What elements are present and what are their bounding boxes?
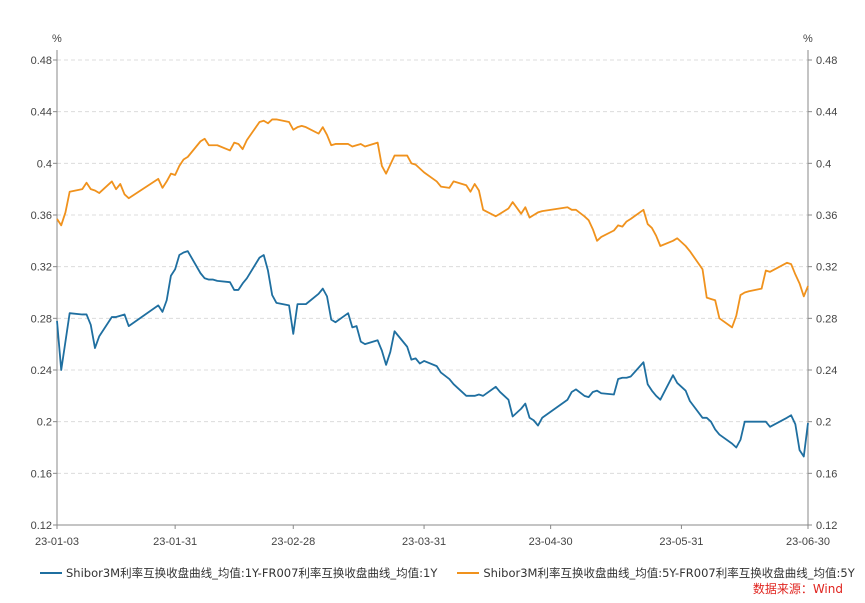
legend-label-1y: Shibor3M利率互换收盘曲线_均值:1Y-FR007利率互换收盘曲线_均值:… [66, 566, 438, 580]
left-y-tick-labels: 0.12 0.16 0.2 0.24 0.28 0.32 0.36 0.4 0.44 0.48 [31, 55, 52, 532]
y-tick-label-left: 0.48 [31, 55, 52, 67]
left-unit-label: % [52, 33, 62, 45]
y-tick-label-left: 0.2 [37, 417, 52, 429]
legend-swatch-5y [457, 572, 480, 574]
gridlines [57, 59, 808, 474]
y-tick-label-right: 0.36 [816, 210, 837, 222]
x-tick-label: 23-05-31 [659, 536, 703, 548]
y-tick-label-right: 0.12 [816, 520, 837, 532]
y-tick-label-left: 0.44 [31, 107, 52, 119]
axes [53, 50, 812, 529]
y-tick-label-right: 0.24 [816, 365, 837, 377]
y-tick-label-right: 0.28 [816, 313, 837, 325]
legend-item-1y[interactable]: Shibor3M利率互换收盘曲线_均值:1Y-FR007利率互换收盘曲线_均值:… [40, 565, 437, 581]
y-tick-label-left: 0.12 [31, 520, 52, 532]
y-tick-label-right: 0.4 [816, 158, 831, 170]
x-tick-label: 23-02-28 [271, 536, 315, 548]
right-unit-label: % [803, 33, 813, 45]
y-tick-label-left: 0.36 [31, 210, 52, 222]
y-tick-label-left: 0.32 [31, 262, 52, 274]
x-tick-labels: 23-01-03 23-01-31 23-02-28 23-03-31 23-04-30… [35, 536, 830, 548]
legend-swatch-1y [40, 572, 62, 574]
x-tick-label: 23-01-31 [153, 536, 197, 548]
series-line-5y [56, 118, 809, 329]
y-tick-label-right: 0.32 [816, 262, 837, 274]
y-tick-label-left: 0.4 [37, 158, 52, 170]
y-tick-label-right: 0.16 [816, 468, 837, 480]
series-line-1y [56, 250, 809, 458]
y-tick-label-right: 0.44 [816, 107, 837, 119]
x-tick-label: 23-04-30 [529, 536, 573, 548]
legend: Shibor3M利率互换收盘曲线_均值:1Y-FR007利率互换收盘曲线_均值:… [40, 564, 865, 582]
x-tick-label: 23-01-03 [35, 536, 79, 548]
y-tick-label-right: 0.48 [816, 55, 837, 67]
series-lines [56, 118, 809, 458]
y-tick-label-left: 0.16 [31, 468, 52, 480]
source-note: 数据来源：Wind [752, 582, 843, 596]
y-tick-label-left: 0.24 [31, 365, 52, 377]
y-tick-label-left: 0.28 [31, 313, 52, 325]
x-tick-label: 23-03-31 [402, 536, 446, 548]
right-y-tick-labels: 0.12 0.16 0.2 0.24 0.28 0.32 0.36 0.4 0.44 0.48 [816, 55, 837, 532]
legend-label-5y: Shibor3M利率互换收盘曲线_均值:5Y-FR007利率互换收盘曲线_均值:… [483, 566, 855, 580]
legend-item-5y[interactable]: Shibor3M利率互换收盘曲线_均值:5Y-FR007利率互换收盘曲线_均值:… [457, 565, 855, 581]
y-tick-label-right: 0.2 [816, 417, 831, 429]
x-tick-label: 23-06-30 [786, 536, 830, 548]
